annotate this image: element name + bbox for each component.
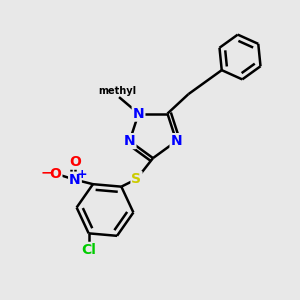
Text: O: O [69,155,81,169]
Text: N: N [124,134,135,148]
Text: N: N [171,134,182,148]
Text: −: − [40,165,52,179]
Text: methyl: methyl [98,85,136,96]
Text: N: N [133,106,144,121]
Text: Cl: Cl [81,243,96,257]
Text: N: N [69,173,81,187]
Text: O: O [50,167,61,181]
Text: S: S [131,172,142,186]
Text: +: + [76,168,87,181]
